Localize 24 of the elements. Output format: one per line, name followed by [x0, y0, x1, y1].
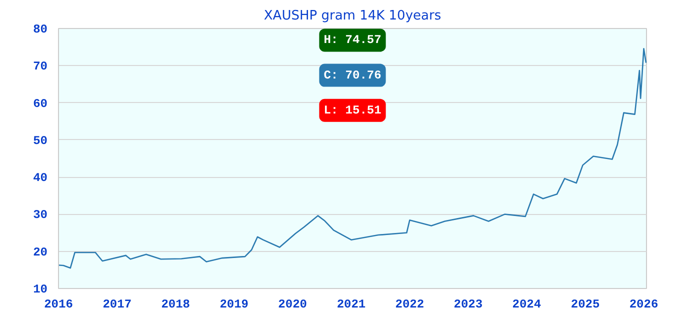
line-series	[58, 48, 646, 269]
y-tick-label: 70	[33, 60, 48, 74]
x-tick-label: 2017	[102, 298, 132, 312]
x-tick-label: 2024	[512, 298, 542, 312]
x-tick-label: 2019	[220, 298, 249, 312]
y-tick-label: 30	[33, 208, 48, 222]
x-tick-label: 2023	[454, 298, 483, 312]
y-tick-label: 20	[33, 245, 48, 260]
chart-title: XAUSHP gram 14K 10years	[264, 8, 442, 24]
y-tick-label: 40	[33, 171, 48, 186]
x-tick-label: 2025	[570, 298, 600, 312]
annotation: H: 74.57	[324, 33, 382, 48]
x-tick-label: 2022	[395, 298, 424, 312]
y-tick-label: 10	[33, 282, 48, 296]
y-tick-label: 60	[33, 96, 48, 111]
x-tick-label: 2018	[161, 298, 190, 312]
annotation: L: 15.51	[324, 103, 382, 118]
x-tick-label: 2016	[44, 298, 73, 312]
y-tick-label: 80	[33, 22, 48, 36]
x-tick-label: 2026	[629, 298, 658, 312]
annotation: C: 70.76	[324, 68, 382, 82]
x-tick-label: 2020	[278, 298, 307, 312]
y-tick-label: 50	[33, 134, 48, 148]
x-tick-label: 2021	[336, 298, 366, 312]
